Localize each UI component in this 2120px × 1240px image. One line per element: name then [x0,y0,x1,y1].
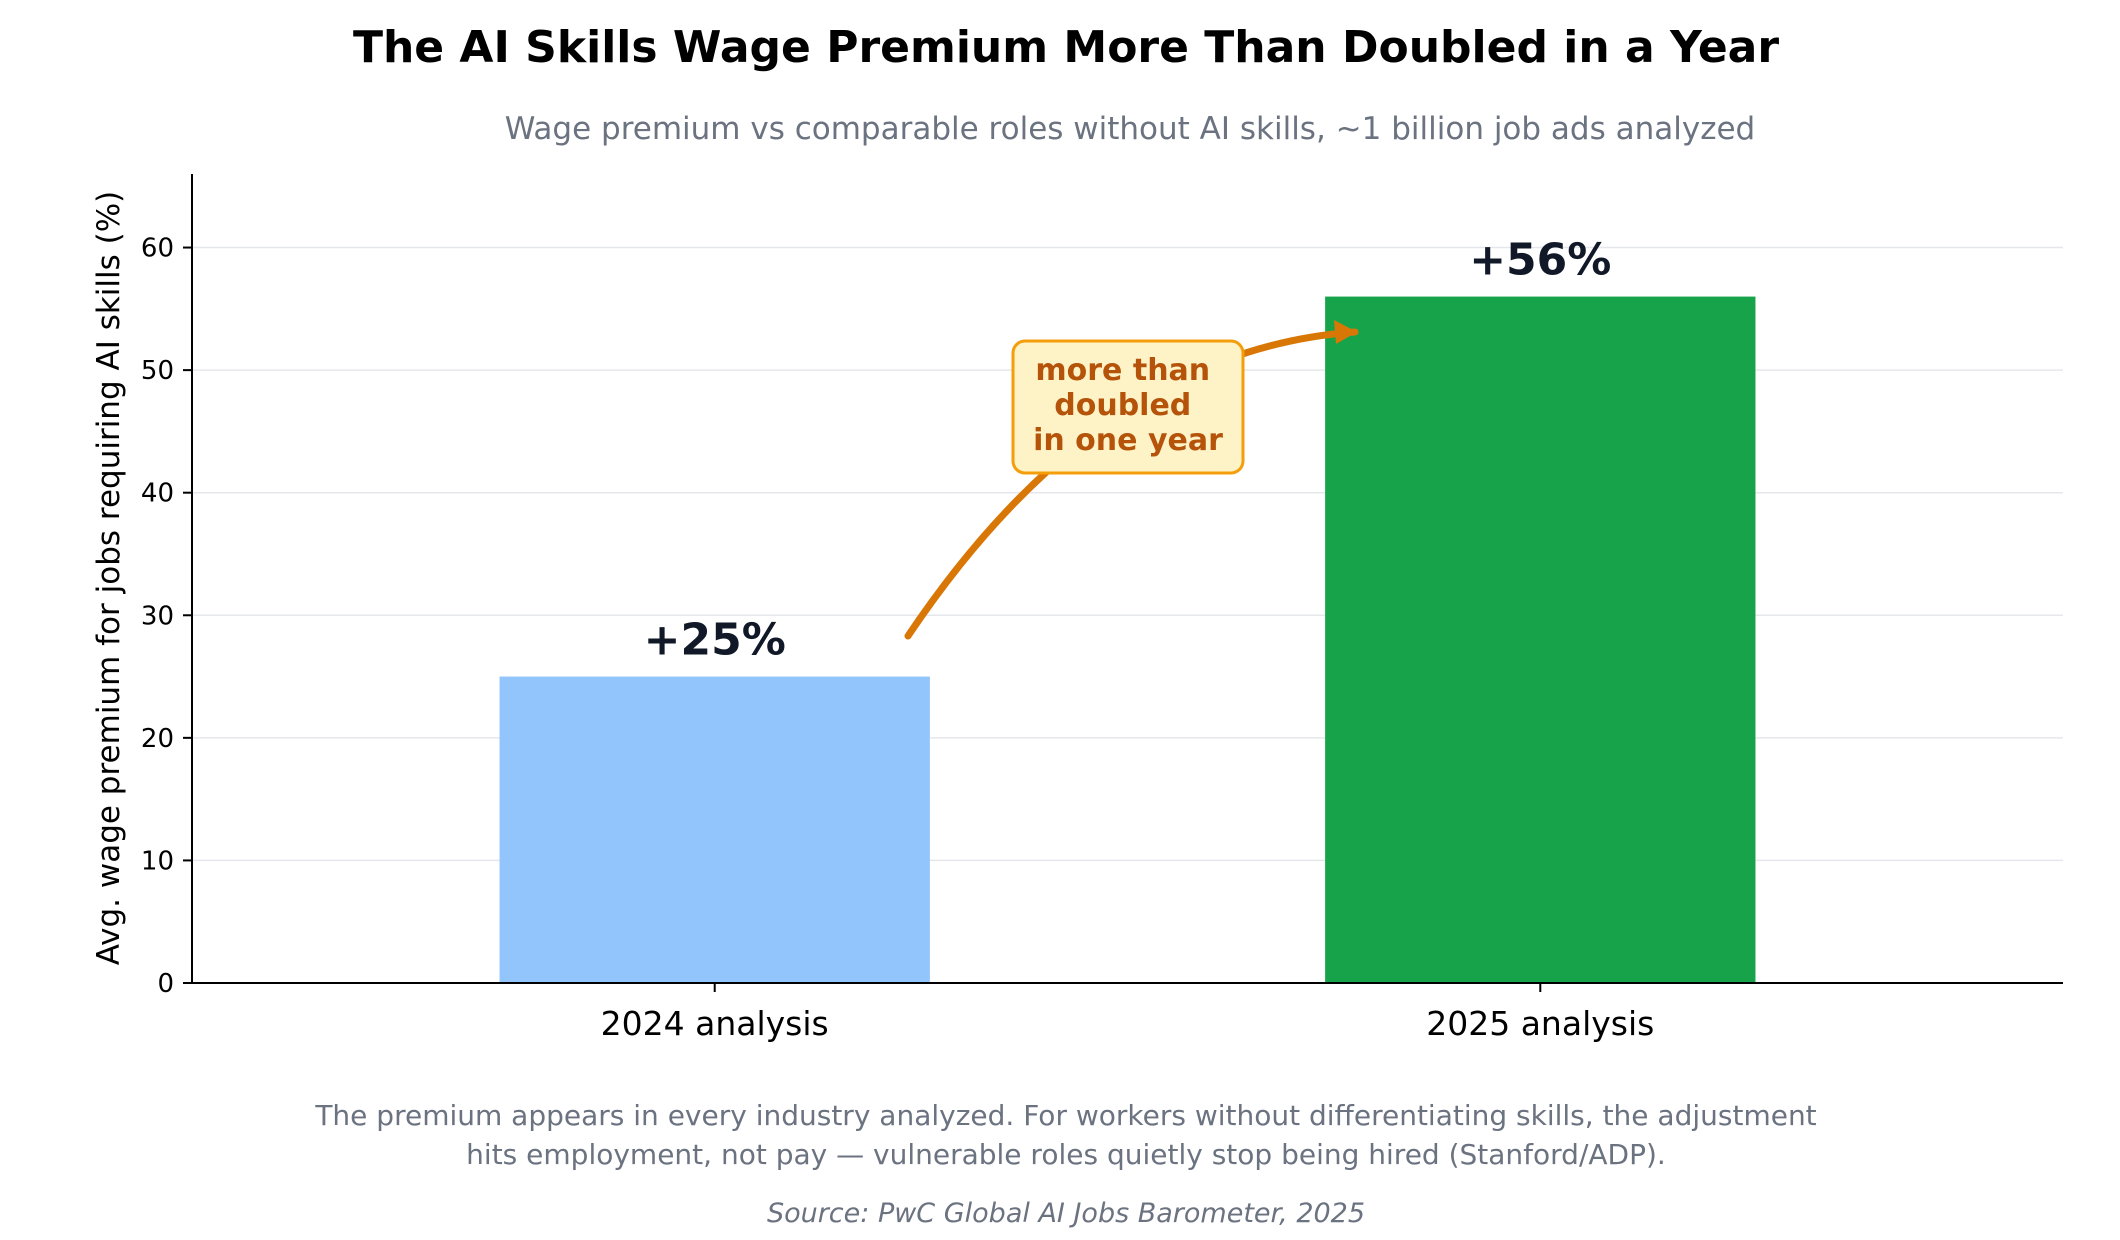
y-tick-label: 50 [141,356,174,386]
bar [1325,296,1756,983]
annotation: more than doubled in one year [904,320,1359,640]
chart-subtitle: Wage premium vs comparable roles without… [505,111,1755,147]
y-tick-label: 0 [157,969,174,999]
x-tick-label: 2024 analysis [601,1004,829,1043]
annotation-box [1011,339,1245,475]
gridlines [192,246,2063,862]
y-ticks: 0 10 20 30 40 50 60 [141,234,192,999]
chart-title: The AI Skills Wage Premium More Than Dou… [353,22,1779,73]
data-label: +25% [644,615,786,666]
x-ticks: 2024 analysis 2025 analysis [601,983,1654,1043]
annotation-line: more than [1035,353,1210,388]
footnote-line: hits employment, not pay — vulnerable ro… [466,1138,1666,1171]
y-tick-label: 30 [141,601,174,631]
data-labels: +25% +56% [644,235,1612,666]
y-tick-label: 60 [141,234,174,264]
data-label: +56% [1469,235,1611,286]
y-tick-label: 20 [141,724,174,754]
annotation-line: doubled [1054,388,1191,423]
source-note: Source: PwC Global AI Jobs Barometer, 20… [767,1198,1365,1229]
y-axis-title: Avg. wage premium for jobs requiring AI … [91,191,127,966]
x-tick-label: 2025 analysis [1426,1004,1654,1043]
y-tick-label: 40 [141,479,174,509]
annotation-arrowhead [1334,320,1357,344]
axes [191,174,2063,984]
annotation-line: in one year [1033,423,1223,458]
bars [499,296,1756,983]
bar [499,676,930,983]
y-tick-label: 10 [141,846,174,876]
footnote-line: The premium appears in every industry an… [314,1099,1816,1132]
annotation-text: more than doubled in one year [1033,353,1223,458]
